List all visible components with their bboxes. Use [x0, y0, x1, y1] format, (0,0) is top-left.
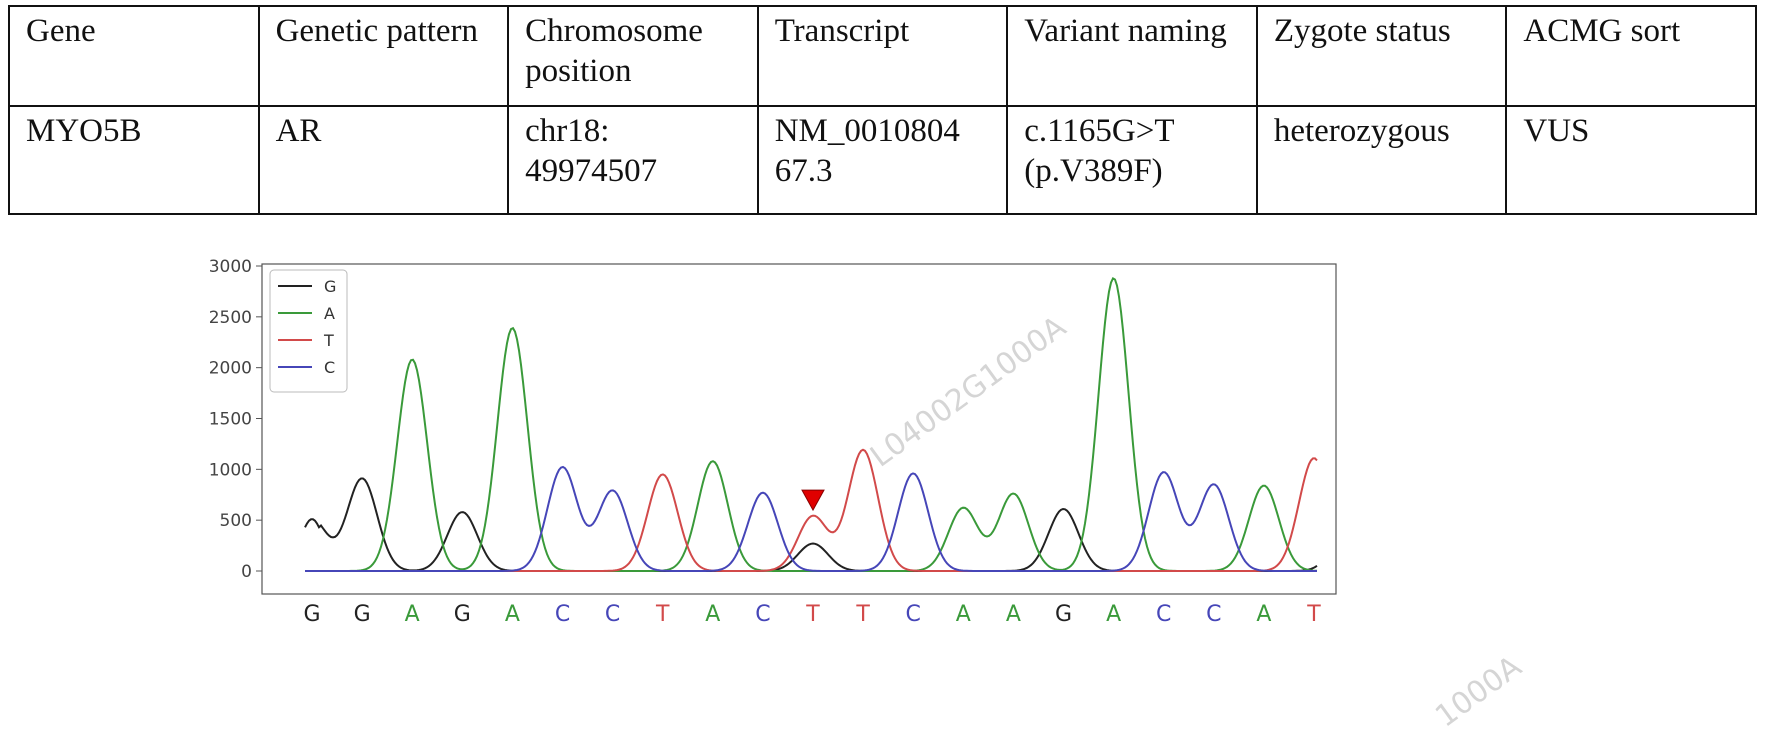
- base-call-letter: C: [605, 602, 620, 627]
- base-call-letter: G: [354, 602, 371, 627]
- legend-label-A: A: [324, 304, 335, 323]
- y-tick-label: 1000: [209, 460, 252, 480]
- trace-T: [305, 448, 1318, 572]
- y-tick-label: 1500: [209, 410, 252, 430]
- cell-gene: MYO5B: [8, 105, 260, 215]
- watermark-text: L04002G1000A: [864, 309, 1073, 474]
- legend-label-G: G: [324, 277, 336, 296]
- variant-marker-triangle: [801, 489, 825, 512]
- header-chromosome-position: Chromosome position: [507, 5, 759, 107]
- table-row: MYO5B AR chr18: 49974507 NM_0010804 67.3…: [8, 105, 1757, 215]
- base-call-letter: G: [303, 602, 320, 627]
- header-zygote-status: Zygote status: [1255, 5, 1508, 107]
- y-tick-label: 2000: [209, 359, 252, 379]
- header-transcript: Transcript: [756, 5, 1009, 107]
- header-gene: Gene: [8, 5, 260, 107]
- base-call-letter: T: [855, 602, 870, 627]
- watermark-layer: L04002G1000A 1000A: [864, 309, 1528, 734]
- y-tick-label: 2500: [209, 308, 252, 328]
- cell-acmg-sort: VUS: [1505, 105, 1757, 215]
- base-call-letter: A: [1006, 602, 1021, 627]
- legend-label-T: T: [323, 331, 334, 350]
- plot-frame: [261, 263, 1337, 595]
- base-call-letter: C: [1206, 602, 1221, 627]
- y-tick-label: 0: [241, 562, 252, 582]
- base-call-letter: C: [906, 602, 921, 627]
- trace-layer: [304, 277, 1318, 572]
- table-header-row: Gene Genetic pattern Chromosome position…: [8, 5, 1757, 107]
- base-call-letter: A: [705, 602, 720, 627]
- base-call-letter: A: [405, 602, 420, 627]
- variant-table: Gene Genetic pattern Chromosome position…: [8, 5, 1757, 215]
- cell-zygote-status: heterozygous: [1255, 105, 1508, 215]
- base-call-letter: A: [956, 602, 971, 627]
- base-call-letter: A: [505, 602, 520, 627]
- base-call-letter: C: [555, 602, 570, 627]
- y-tick-label: 500: [220, 511, 252, 531]
- base-call-letter: G: [454, 602, 471, 627]
- base-call-letter: A: [1106, 602, 1121, 627]
- header-genetic-pattern: Genetic pattern: [257, 5, 510, 107]
- header-acmg-sort: ACMG sort: [1505, 5, 1757, 107]
- legend-label-C: C: [324, 358, 335, 377]
- cell-transcript: NM_0010804 67.3: [756, 105, 1009, 215]
- y-tick-label: 3000: [209, 257, 252, 277]
- legend-box: [269, 269, 348, 393]
- base-call-letter: G: [1055, 602, 1072, 627]
- watermark-text-2: 1000A: [1429, 649, 1528, 734]
- base-call-letter: T: [655, 602, 670, 627]
- base-call-letter: T: [1306, 602, 1321, 627]
- y-axis: 0 500 1000 1500 2000 2500 3000: [209, 257, 262, 582]
- cell-chromosome-position: chr18: 49974507: [507, 105, 759, 215]
- trace-A: [305, 277, 1318, 572]
- trace-C: [305, 465, 1317, 572]
- base-call-letter: T: [805, 602, 820, 627]
- cell-genetic-pattern: AR: [257, 105, 510, 215]
- cell-variant-naming: c.1165G>T (p.V389F): [1006, 105, 1258, 215]
- variant-marker: [801, 489, 825, 512]
- base-call-letter: A: [1256, 602, 1271, 627]
- base-call-letter: C: [1156, 602, 1171, 627]
- base-call-letter: C: [755, 602, 770, 627]
- header-variant-naming: Variant naming: [1006, 5, 1258, 107]
